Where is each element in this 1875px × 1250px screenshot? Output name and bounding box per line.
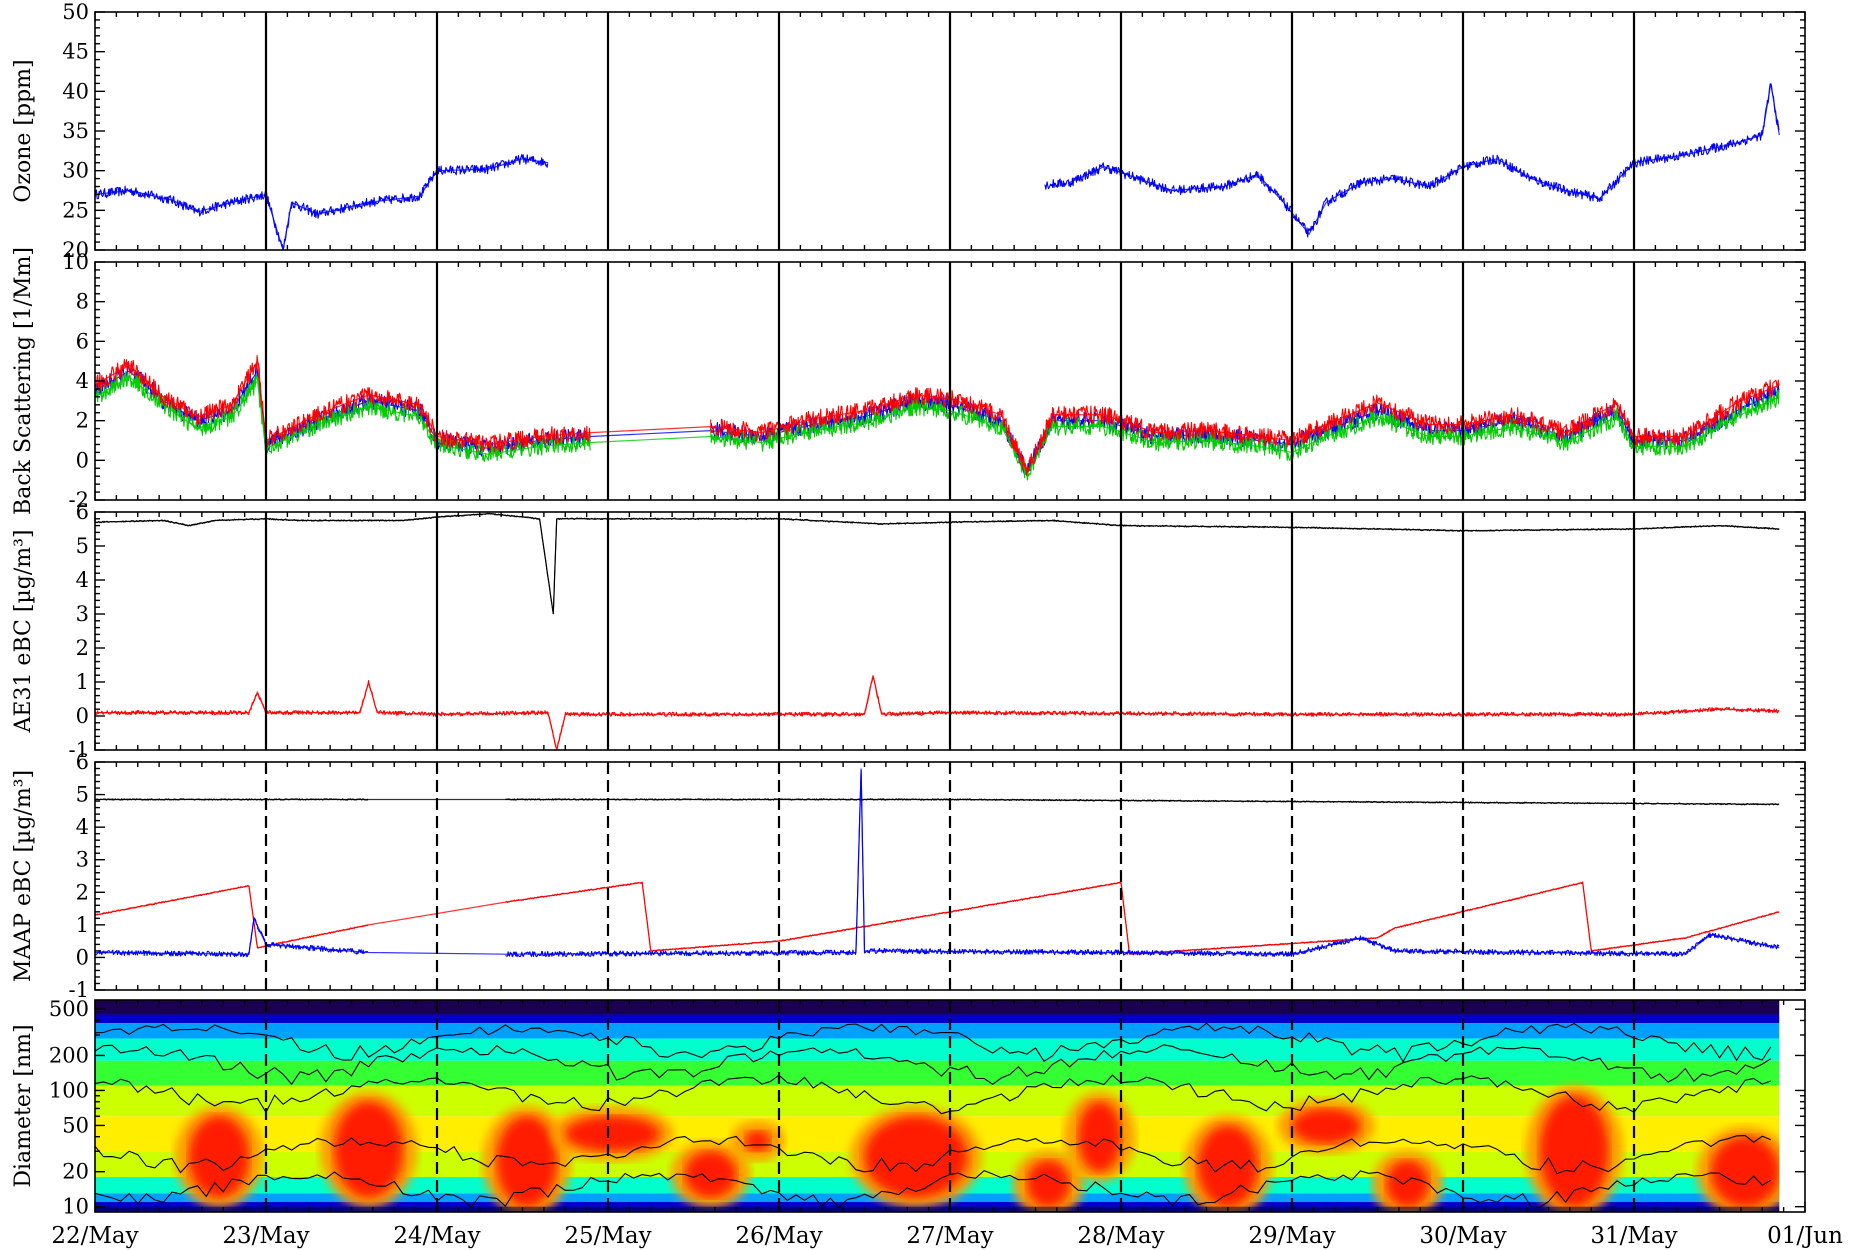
ylabel-backscatter: Back Scattering [1/Mm]: [11, 247, 36, 515]
heatmap-event-2: [496, 1116, 557, 1207]
xtick-label-7: 29/May: [1248, 1223, 1335, 1249]
ytick-label-ae31-0: -1: [69, 738, 89, 762]
ytick-label-backscatter-1: 0: [76, 448, 89, 472]
ytick-label-size_distribution-2: 50: [62, 1113, 89, 1137]
xtick-label-0: 22/May: [51, 1223, 138, 1249]
heatmap-bottom-dark: [95, 1206, 1780, 1212]
xtick-label-3: 25/May: [564, 1223, 651, 1249]
ytick-label-backscatter-2: 2: [76, 409, 89, 433]
ytick-label-ae31-2: 1: [76, 670, 89, 694]
heatmap: [95, 1000, 1780, 1212]
ytick-label-backscatter-3: 4: [76, 369, 89, 393]
heatmap-event-11: [1386, 1160, 1429, 1207]
ytick-label-size_distribution-0: 10: [62, 1195, 89, 1219]
series-ozone-0: [94, 83, 1780, 251]
heatmap-event-3: [565, 1116, 660, 1152]
heatmap-band-1: [95, 1014, 1780, 1024]
heatmap-event-10: [1292, 1108, 1361, 1144]
ytick-label-ae31-3: 2: [76, 636, 89, 660]
heatmap-event-5: [744, 1130, 771, 1152]
ytick-label-maap-2: 1: [76, 913, 89, 937]
heatmap-event-8: [1078, 1101, 1121, 1172]
heatmap-contour-3: [95, 1135, 1772, 1175]
ytick-label-backscatter-4: 6: [76, 329, 89, 353]
ylabel-ae31: AE31 eBC [µg/m³]: [11, 530, 36, 734]
series-outline-ozone-0: [94, 83, 1780, 251]
ylabel-ozone: Ozone [ppm]: [11, 59, 36, 202]
series-outline-ae31-0: [94, 513, 1780, 615]
heatmap-event-0: [189, 1116, 249, 1198]
heatmap-event-13: [1710, 1136, 1780, 1207]
ytick-label-ozone-3: 35: [62, 119, 89, 143]
heatmap-band-4: [95, 1060, 1780, 1086]
ytick-label-ozone-1: 25: [62, 198, 89, 222]
series-backscatter-2: [94, 354, 1780, 476]
series-outline-ae31-1: [95, 675, 1780, 751]
ytick-label-ozone-6: 50: [62, 0, 89, 24]
ytick-label-ae31-1: 0: [76, 704, 89, 728]
series-maap-1: [94, 881, 1780, 956]
ytick-label-maap-5: 4: [76, 815, 89, 839]
series-outline-maap-1: [94, 881, 1780, 955]
ytick-label-maap-4: 3: [76, 848, 89, 872]
series-outline-maap-0: [95, 798, 1780, 805]
xtick-label-1: 23/May: [222, 1223, 309, 1249]
ytick-label-ozone-2: 30: [62, 159, 89, 183]
heatmap-event-7: [1026, 1160, 1070, 1207]
ytick-label-ozone-5: 45: [62, 40, 89, 64]
heatmap-band-2: [95, 1023, 1780, 1039]
ytick-label-size_distribution-3: 100: [49, 1078, 89, 1102]
heatmap-event-6: [864, 1116, 968, 1198]
xtick-label-8: 30/May: [1419, 1223, 1506, 1249]
xtick-label-5: 27/May: [906, 1223, 993, 1249]
ytick-label-maap-6: 5: [76, 783, 89, 807]
heatmap-event-12: [1539, 1095, 1609, 1207]
ytick-label-ozone-4: 40: [62, 79, 89, 103]
ytick-label-maap-7: 6: [76, 750, 89, 774]
ytick-label-ae31-6: 5: [76, 534, 89, 558]
xtick-label-2: 24/May: [393, 1223, 480, 1249]
heatmap-contour-1: [95, 1044, 1772, 1086]
series-backscatter-1: [94, 370, 1780, 481]
series-ae31-0: [94, 512, 1780, 615]
heatmap-band-0: [95, 1000, 1780, 1015]
heatmap-event-4: [684, 1151, 737, 1198]
heatmap-contour-4: [95, 1169, 1772, 1209]
xtick-label-4: 26/May: [735, 1223, 822, 1249]
ytick-label-backscatter-6: 10: [62, 250, 89, 274]
series-outline-maap-2: [94, 768, 1780, 955]
heatmap-band-3: [95, 1038, 1780, 1061]
ytick-label-maap-3: 2: [76, 880, 89, 904]
ytick-label-size_distribution-4: 200: [49, 1043, 89, 1067]
ytick-label-size_distribution-5: 500: [49, 997, 89, 1021]
ytick-label-ae31-4: 3: [76, 602, 89, 626]
ytick-label-backscatter-0: -2: [69, 488, 89, 512]
ytick-label-backscatter-5: 8: [76, 290, 89, 314]
heatmap-contour-2: [95, 1074, 1771, 1115]
ytick-label-ozone-0: 20: [62, 238, 89, 262]
xtick-label-10: 01/Jun: [1767, 1223, 1843, 1249]
ylabel-maap: MAAP eBC [µg/m³]: [11, 770, 36, 982]
ytick-label-ae31-5: 4: [76, 568, 89, 592]
ytick-label-ae31-7: 6: [76, 500, 89, 524]
xtick-label-6: 28/May: [1077, 1223, 1164, 1249]
ytick-label-maap-1: 0: [76, 945, 89, 969]
ylabel-size_distribution: Diameter [nm]: [11, 1024, 36, 1187]
ytick-label-size_distribution-1: 20: [62, 1160, 89, 1184]
heatmap-event-1: [334, 1101, 403, 1198]
ytick-label-maap-0: -1: [69, 978, 89, 1002]
xtick-label-9: 31/May: [1590, 1223, 1677, 1249]
plot-data-layer: [94, 83, 1780, 1212]
heatmap-contour-0: [95, 1022, 1772, 1063]
